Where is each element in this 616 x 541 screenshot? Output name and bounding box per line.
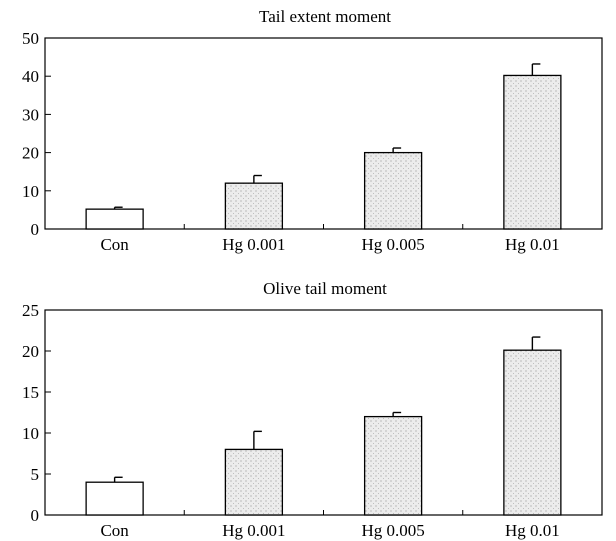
x-axis	[183, 510, 464, 515]
tail-extent-moment-chart: Tail extent moment 0 10 20 30 40 50 Con Hg 0.0…	[22, 7, 603, 254]
y-tick-label: 0	[31, 220, 40, 239]
y-tick-label: 20	[22, 342, 39, 361]
y-axis: 0 10 20 30 40 50	[22, 29, 51, 239]
bar-con	[85, 208, 144, 230]
category-labels: Con Hg 0.001 Hg 0.005 Hg 0.01	[100, 235, 559, 254]
bar-hg-0-001	[224, 448, 284, 516]
category-label: Hg 0.01	[505, 235, 560, 254]
category-label: Hg 0.001	[222, 235, 285, 254]
y-tick-label: 10	[22, 182, 39, 201]
y-tick-label: 20	[22, 144, 39, 163]
y-tick-label: 0	[31, 506, 40, 525]
bar-hg-0-01	[503, 74, 562, 230]
category-label: Hg 0.001	[222, 521, 285, 540]
y-tick-label: 25	[22, 301, 39, 320]
bar-hg-0-005	[363, 151, 423, 230]
chart-title: Tail extent moment	[259, 7, 391, 26]
y-tick-label: 5	[31, 465, 40, 484]
category-label: Con	[100, 521, 129, 540]
y-axis: 0 5 10 15 20 25	[22, 301, 51, 525]
bars	[85, 63, 562, 230]
category-label: Hg 0.01	[505, 521, 560, 540]
y-tick-label: 40	[22, 67, 39, 86]
category-label: Hg 0.005	[361, 521, 424, 540]
bar-hg-0-005	[363, 415, 423, 516]
y-tick-label: 30	[22, 105, 39, 124]
y-tick-label: 10	[22, 424, 39, 443]
y-tick-label: 50	[22, 29, 39, 48]
category-label: Con	[100, 235, 129, 254]
x-axis	[183, 224, 464, 229]
bar-hg-0-001	[224, 182, 284, 230]
olive-tail-moment-chart: Olive tail moment 0 5 10 15 20 25 Con Hg 0.001…	[22, 279, 603, 540]
bars	[85, 336, 562, 516]
bar-hg-0-01	[503, 349, 562, 516]
chart-title: Olive tail moment	[263, 279, 387, 298]
category-labels: Con Hg 0.001 Hg 0.005 Hg 0.01	[100, 521, 559, 540]
bar-con	[85, 481, 144, 516]
y-tick-label: 15	[22, 383, 39, 402]
category-label: Hg 0.005	[361, 235, 424, 254]
